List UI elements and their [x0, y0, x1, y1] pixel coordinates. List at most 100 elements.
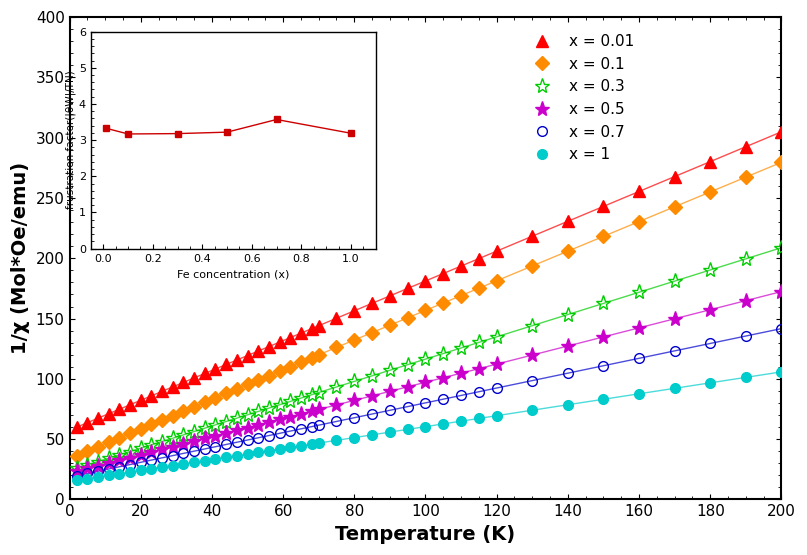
x = 0.5 [634, 325, 644, 331]
x = 1 [349, 434, 359, 441]
x = 0.3 [136, 445, 145, 452]
x = 0.3 [274, 401, 284, 408]
x = 0.1 [349, 337, 359, 344]
x = 1 [157, 464, 167, 471]
x = 0.01 [232, 357, 241, 364]
x = 0.7 [438, 396, 448, 402]
x = 0.01 [72, 424, 82, 431]
x = 0.7 [93, 468, 102, 475]
x = 0.3 [563, 311, 573, 318]
x = 0.3 [776, 244, 786, 251]
x = 0.1 [599, 233, 608, 240]
x = 0.5 [528, 352, 537, 359]
x = 0.5 [420, 379, 430, 386]
x = 0.01 [385, 292, 395, 299]
x = 1 [314, 440, 324, 446]
x = 0.7 [307, 423, 316, 430]
x = 0.01 [253, 348, 263, 355]
x = 0.5 [136, 451, 145, 458]
x = 0.1 [296, 359, 306, 366]
x = 0.3 [232, 415, 241, 421]
x = 0.7 [243, 437, 253, 443]
x = 0.1 [314, 351, 324, 358]
x = 0.1 [72, 452, 82, 459]
x = 0.7 [296, 426, 306, 432]
x = 0.3 [332, 384, 341, 390]
x = 1 [474, 415, 483, 422]
x = 0.01 [221, 361, 231, 368]
x = 0.01 [420, 278, 430, 284]
x = 0.1 [776, 159, 786, 165]
x = 1 [211, 456, 220, 462]
x = 0.7 [168, 452, 178, 459]
x = 0.7 [82, 470, 92, 477]
x = 0.01 [136, 397, 145, 403]
x = 1 [599, 396, 608, 402]
x = 0.7 [264, 432, 274, 439]
x = 0.7 [332, 418, 341, 425]
x = 0.1 [438, 300, 448, 306]
x = 0.7 [314, 422, 324, 428]
x = 0.3 [296, 395, 306, 401]
x = 0.7 [456, 392, 466, 399]
x = 0.5 [82, 465, 92, 472]
x = 1 [307, 441, 316, 447]
x = 0.3 [474, 339, 483, 346]
x = 0.5 [190, 438, 199, 445]
x = 0.7 [115, 463, 124, 470]
x = 0.3 [168, 435, 178, 442]
x = 1 [741, 374, 751, 381]
x = 0.3 [491, 334, 501, 340]
x = 0.3 [243, 411, 253, 418]
x = 0.7 [157, 455, 167, 461]
x = 0.3 [253, 408, 263, 415]
x = 0.7 [776, 325, 786, 332]
x = 1 [125, 469, 135, 476]
x = 0.01 [157, 388, 167, 395]
x = 0.1 [253, 377, 263, 384]
x = 0.5 [705, 306, 715, 313]
x = 0.1 [93, 443, 102, 450]
x = 0.01 [456, 263, 466, 269]
x = 0.3 [211, 421, 220, 428]
x = 0.1 [168, 412, 178, 419]
x = 1 [776, 369, 786, 375]
x = 1 [147, 466, 157, 472]
x = 0.01 [438, 270, 448, 277]
x = 1 [420, 423, 430, 430]
x = 0.1 [741, 174, 751, 180]
x = 0.01 [741, 143, 751, 150]
Line: x = 0.7: x = 0.7 [72, 324, 786, 481]
x = 0.01 [314, 322, 324, 329]
x = 0.5 [168, 443, 178, 450]
Line: x = 0.5: x = 0.5 [69, 284, 789, 479]
x = 1 [253, 449, 263, 456]
x = 1 [104, 472, 114, 479]
x = 0.1 [221, 390, 231, 397]
x = 0.3 [264, 405, 274, 411]
x = 0.01 [670, 173, 679, 180]
x = 1 [438, 421, 448, 427]
x = 0.01 [491, 248, 501, 254]
x = 0.7 [178, 450, 188, 457]
x = 1 [200, 457, 210, 464]
x = 0.1 [232, 386, 241, 392]
x = 0.3 [82, 462, 92, 468]
x = 0.1 [190, 403, 199, 410]
x = 0.3 [420, 356, 430, 362]
x = 0.1 [211, 395, 220, 401]
x = 0.5 [474, 365, 483, 372]
x = 0.5 [385, 388, 395, 395]
x = 0.01 [296, 330, 306, 336]
x = 1 [264, 447, 274, 454]
x = 0.5 [776, 288, 786, 295]
x = 0.3 [634, 289, 644, 296]
x = 1 [286, 444, 295, 451]
x = 0.5 [349, 397, 359, 403]
x = 1 [296, 442, 306, 449]
x = 0.7 [286, 428, 295, 435]
x = 0.1 [563, 248, 573, 255]
x = 0.1 [307, 355, 316, 361]
x = 1 [72, 477, 82, 483]
x = 0.1 [367, 329, 377, 336]
